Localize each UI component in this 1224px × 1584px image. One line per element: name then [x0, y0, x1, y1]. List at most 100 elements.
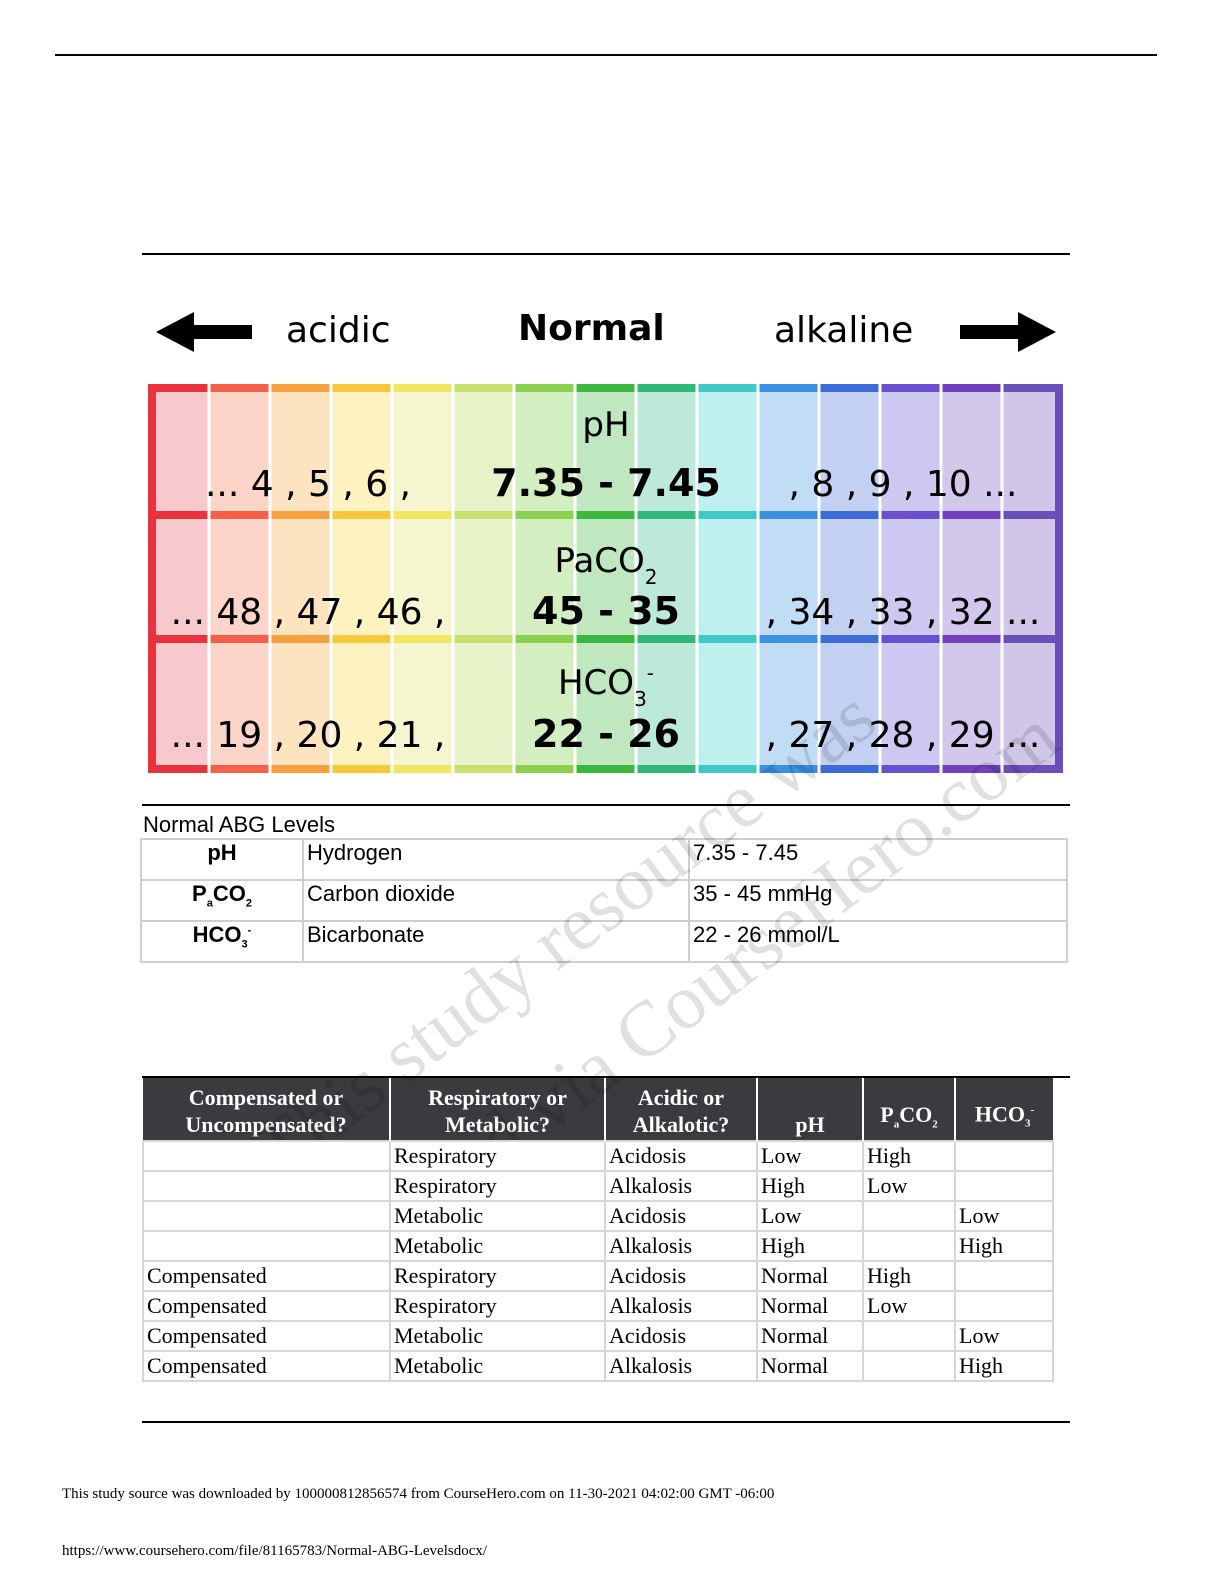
cell-type: Respiratory — [389, 1260, 606, 1292]
cell-ph: High — [756, 1230, 864, 1262]
scale-band — [514, 635, 575, 643]
cell-ph: Low — [756, 1200, 864, 1232]
scale-band — [453, 511, 514, 519]
scale-band — [636, 384, 697, 392]
stripe-separator — [573, 384, 577, 773]
table-row: Compensated Respiratory Alkalosis Normal Low — [142, 1290, 1054, 1322]
scale-band — [453, 765, 514, 773]
cell-paco2 — [862, 1350, 956, 1382]
cell-paco2: Low — [862, 1290, 956, 1322]
cell-hco3: High — [954, 1230, 1054, 1262]
scale-band — [697, 384, 758, 392]
scale-band — [758, 511, 819, 519]
section-rule-3 — [142, 1076, 1070, 1078]
section-rule-4 — [142, 1421, 1070, 1423]
scale-right-values: , 34 , 33 , 32 ... — [766, 592, 1041, 633]
normal-abg-table: pH Hydrogen 7.35 - 7.45 PaCO2 Carbon dio… — [140, 838, 1068, 963]
stripe-separator — [268, 384, 272, 773]
abg-value: 22 - 26 mmol/L — [688, 920, 1068, 963]
cell-acid-base: Alkalosis — [604, 1230, 758, 1262]
cell-hco3 — [954, 1140, 1054, 1172]
section-rule-2 — [142, 804, 1070, 806]
stripe-separator — [329, 384, 333, 773]
abg-value: 7.35 - 7.45 — [688, 838, 1068, 881]
header-respiratory-metabolic: Respiratory or Metabolic? — [390, 1078, 606, 1141]
scale-band — [392, 511, 453, 519]
scale-band — [575, 635, 636, 643]
scale-stripe — [1002, 384, 1063, 773]
scale-band — [697, 511, 758, 519]
scale-normal-range: 22 - 26 — [532, 712, 680, 756]
cell-type: Metabolic — [389, 1320, 606, 1352]
scale-band — [697, 765, 758, 773]
source-url[interactable]: https://www.coursehero.com/file/81165783… — [62, 1543, 488, 1559]
cell-paco2 — [862, 1230, 956, 1262]
cell-acid-base: Acidosis — [604, 1320, 758, 1352]
scale-right-values: , 8 , 9 , 10 ... — [789, 464, 1018, 505]
scale-stripe — [697, 384, 758, 773]
cell-hco3: High — [954, 1350, 1054, 1382]
scale-row-title: HCO3- — [558, 661, 654, 711]
scale-band — [880, 635, 941, 643]
abg-name: Bicarbonate — [302, 920, 690, 963]
stripe-separator — [695, 384, 699, 773]
scale-left-values: ... 4 , 5 , 6 , — [205, 464, 411, 505]
cell-paco2 — [862, 1320, 956, 1352]
cell-compensated: Compensated — [142, 1260, 391, 1292]
header-ph: pH — [757, 1078, 864, 1141]
scale-band — [758, 635, 819, 643]
table-row: Metabolic Alkalosis High High — [142, 1230, 1054, 1262]
cell-type: Respiratory — [389, 1140, 606, 1172]
cell-ph: Low — [756, 1140, 864, 1172]
download-notice: This study source was downloaded by 1000… — [62, 1486, 775, 1502]
scale-band — [1002, 765, 1063, 773]
abg-abbr-ph: pH — [140, 838, 304, 881]
cell-compensated — [142, 1140, 391, 1172]
scale-band — [148, 635, 209, 643]
cell-ph: High — [756, 1170, 864, 1202]
scale-band — [941, 511, 1002, 519]
cell-paco2: High — [862, 1260, 956, 1292]
table-row: Respiratory Acidosis Low High — [142, 1140, 1054, 1172]
cell-compensated: Compensated — [142, 1320, 391, 1352]
table-row: Compensated Metabolic Alkalosis Normal High — [142, 1350, 1054, 1382]
scale-band — [331, 384, 392, 392]
cell-hco3: Low — [954, 1320, 1054, 1352]
scale-band — [331, 765, 392, 773]
scale-band — [392, 384, 453, 392]
cell-ph: Normal — [756, 1320, 864, 1352]
header-paco2: PaCO2 — [863, 1078, 956, 1141]
stripe-separator — [390, 384, 394, 773]
scale-band — [758, 765, 819, 773]
table-row: PaCO2 Carbon dioxide 35 - 45 mmHg — [140, 879, 1068, 922]
scale-stripe — [636, 384, 697, 773]
scale-band — [575, 765, 636, 773]
table-row: pH Hydrogen 7.35 - 7.45 — [140, 838, 1068, 881]
scale-band — [880, 511, 941, 519]
scale-band — [941, 384, 1002, 392]
cell-paco2: Low — [862, 1170, 956, 1202]
scale-stripe — [941, 384, 1002, 773]
stripe-separator — [817, 384, 821, 773]
scale-stripe — [575, 384, 636, 773]
abg-abbr-paco2: PaCO2 — [140, 879, 304, 922]
table-row: HCO3- Bicarbonate 22 - 26 mmol/L — [140, 920, 1068, 963]
scale-band — [453, 635, 514, 643]
scale-band — [819, 765, 880, 773]
cell-hco3 — [954, 1290, 1054, 1322]
scale-right-values: , 27 , 28 , 29 ... — [766, 715, 1041, 756]
cell-hco3 — [954, 1170, 1054, 1202]
ph-color-scale: pH ... 4 , 5 , 6 , 7.35 - 7.45 , 8 , 9 , 10… — [148, 384, 1063, 773]
scale-stripe — [209, 384, 270, 773]
scale-stripe — [758, 384, 819, 773]
cell-hco3 — [954, 1260, 1054, 1292]
scale-normal-range: 45 - 35 — [532, 589, 680, 633]
scale-row-text: pH ... 4 , 5 , 6 , 7.35 - 7.45 , 8 , 9 , 10… — [171, 405, 1041, 756]
scale-stripe — [819, 384, 880, 773]
scale-band — [209, 511, 270, 519]
scale-band — [697, 635, 758, 643]
scale-band — [941, 765, 1002, 773]
cell-ph: Normal — [756, 1350, 864, 1382]
cell-compensated: Compensated — [142, 1350, 391, 1382]
scale-stripe — [392, 384, 453, 773]
